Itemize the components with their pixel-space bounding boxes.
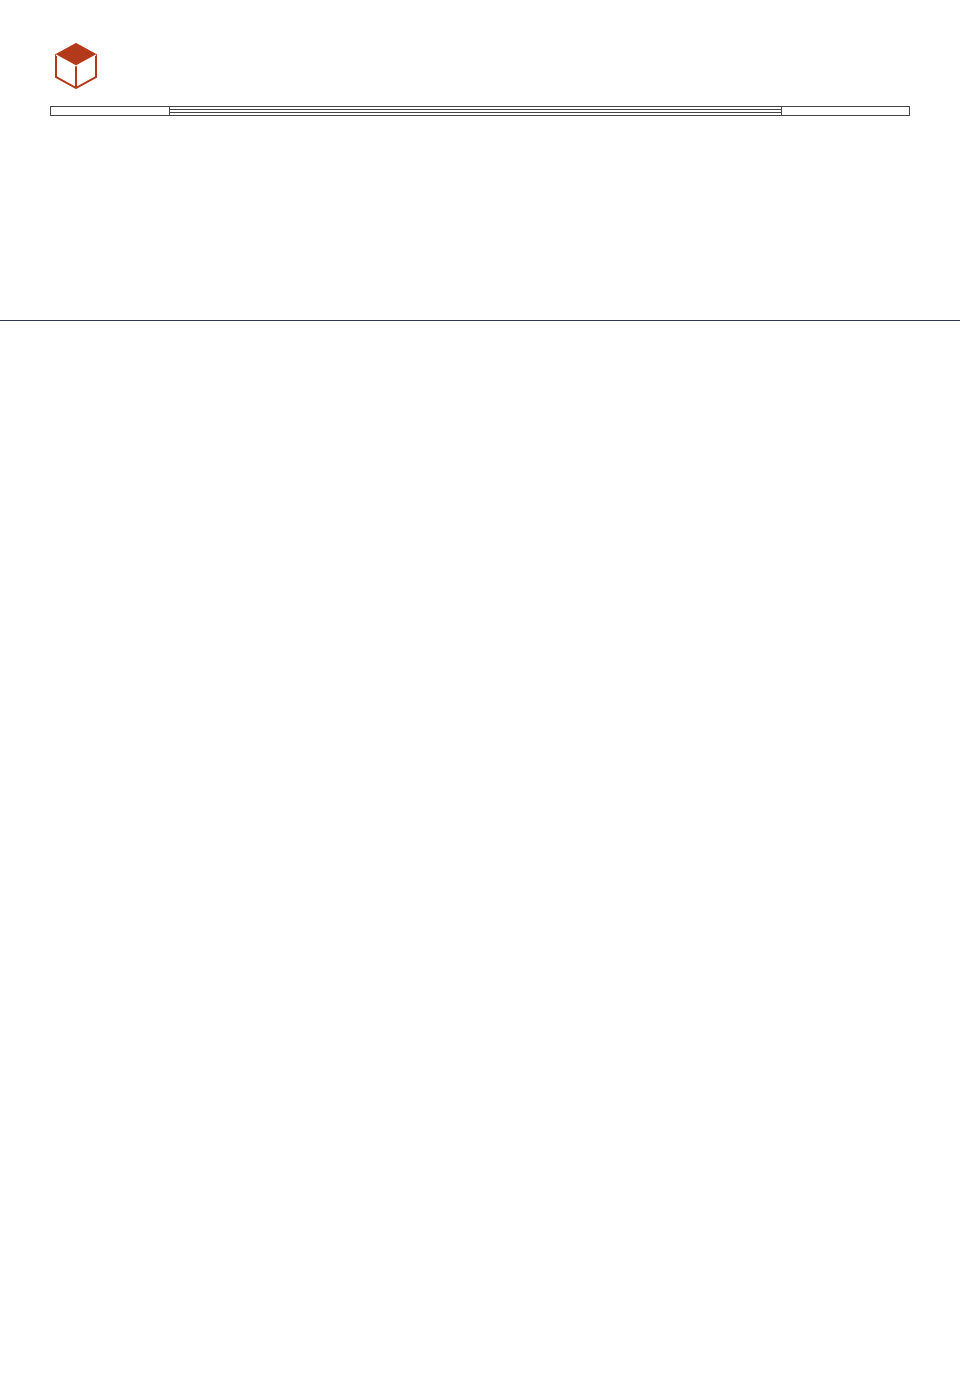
th-lagenhet bbox=[51, 107, 170, 116]
th-inifran bbox=[170, 113, 782, 116]
door-sketch-yard bbox=[580, 130, 880, 280]
doors-row bbox=[50, 130, 910, 280]
logo-icon bbox=[50, 40, 102, 92]
door-sketch-balcony bbox=[80, 130, 380, 280]
page-footer bbox=[0, 320, 960, 339]
header-logo bbox=[50, 40, 910, 92]
element-table bbox=[50, 106, 910, 116]
th-elementlosning bbox=[781, 107, 909, 116]
